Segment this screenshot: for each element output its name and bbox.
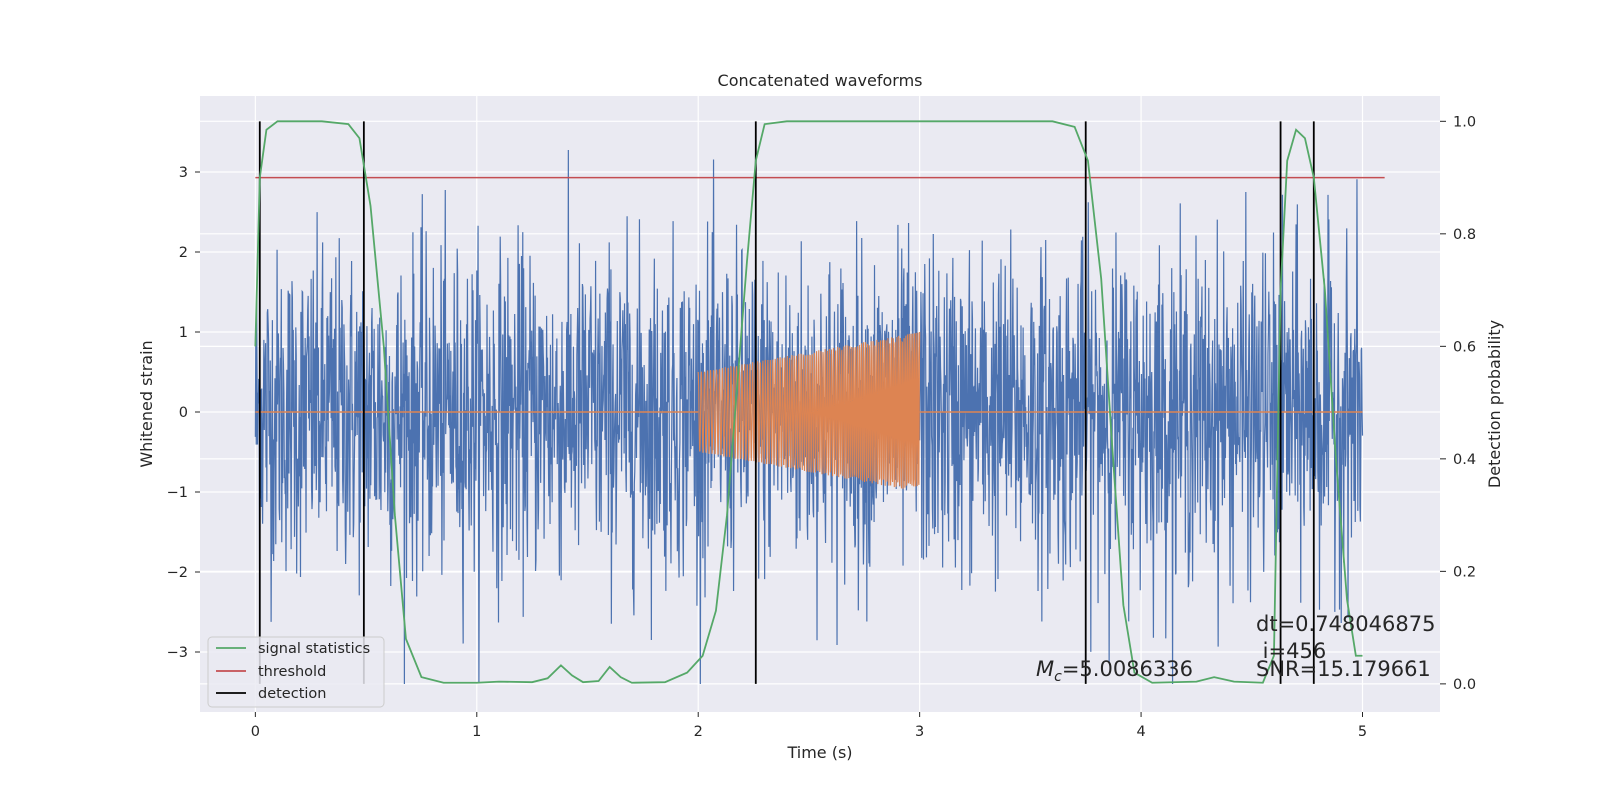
injected-chirp-series (697, 331, 921, 489)
mc-subscript: c (1054, 669, 1062, 685)
dt-annotation: dt=0.748046875 (1256, 612, 1435, 636)
y-tick-label: −1 (167, 485, 188, 501)
x-tick-label: 3 (915, 724, 924, 740)
y-tick-label: 3 (179, 165, 188, 181)
y-tick-label: 1 (179, 325, 188, 341)
y2-tick-label: 0.6 (1453, 339, 1476, 355)
x-tick-label: 1 (472, 724, 481, 740)
annotations: Mc=5.0086336 dt=0.748046875 i=456 SNR=15… (1036, 612, 1435, 685)
snr-annotation: SNR=15.179661 (1256, 657, 1431, 681)
x-tick-label: 4 (1136, 724, 1145, 740)
x-tick-label: 0 (251, 724, 260, 740)
y2-tick-label: 1.0 (1453, 114, 1476, 130)
y2-tick-label: 0.0 (1453, 677, 1476, 693)
legend-label-signal-statistics: signal statistics (258, 641, 370, 657)
y-tick-label: −2 (167, 565, 188, 581)
y2-tick-label: 0.8 (1453, 227, 1476, 243)
y-axis-label: Whitened strain (137, 340, 156, 467)
mc-value: =5.0086336 (1062, 657, 1193, 681)
chart-title: Concatenated waveforms (718, 71, 923, 90)
index-annotation: i=456 (1256, 639, 1326, 663)
x-axis-label: Time (s) (786, 743, 852, 762)
x-tick-label: 5 (1358, 724, 1367, 740)
ticks: 0 1 2 3 4 5 −3 −2 −1 0 1 2 3 0.0 0.2 0.4 0.6 0.8 1.0 (167, 114, 1476, 740)
y-tick-label: −3 (167, 645, 188, 661)
y2-axis-label: Detection probability (1485, 320, 1504, 488)
y2-tick-label: 0.4 (1453, 452, 1476, 468)
legend-label-detection: detection (258, 686, 326, 702)
y-tick-label: 2 (179, 245, 188, 261)
detections (258, 121, 1315, 684)
y2-tick-label: 0.2 (1453, 564, 1476, 580)
x-tick-label: 2 (694, 724, 703, 740)
mc-symbol: M (1036, 657, 1054, 681)
legend-box (207, 636, 385, 708)
signal-statistics-line (254, 120, 1363, 684)
y-tick-label: 0 (179, 405, 188, 421)
data-layer (254, 120, 1385, 685)
legend: signal statistics threshold detection (207, 636, 385, 708)
legend-label-threshold: threshold (258, 664, 326, 680)
chirp-mass-annotation: Mc=5.0086336 (1036, 657, 1193, 685)
